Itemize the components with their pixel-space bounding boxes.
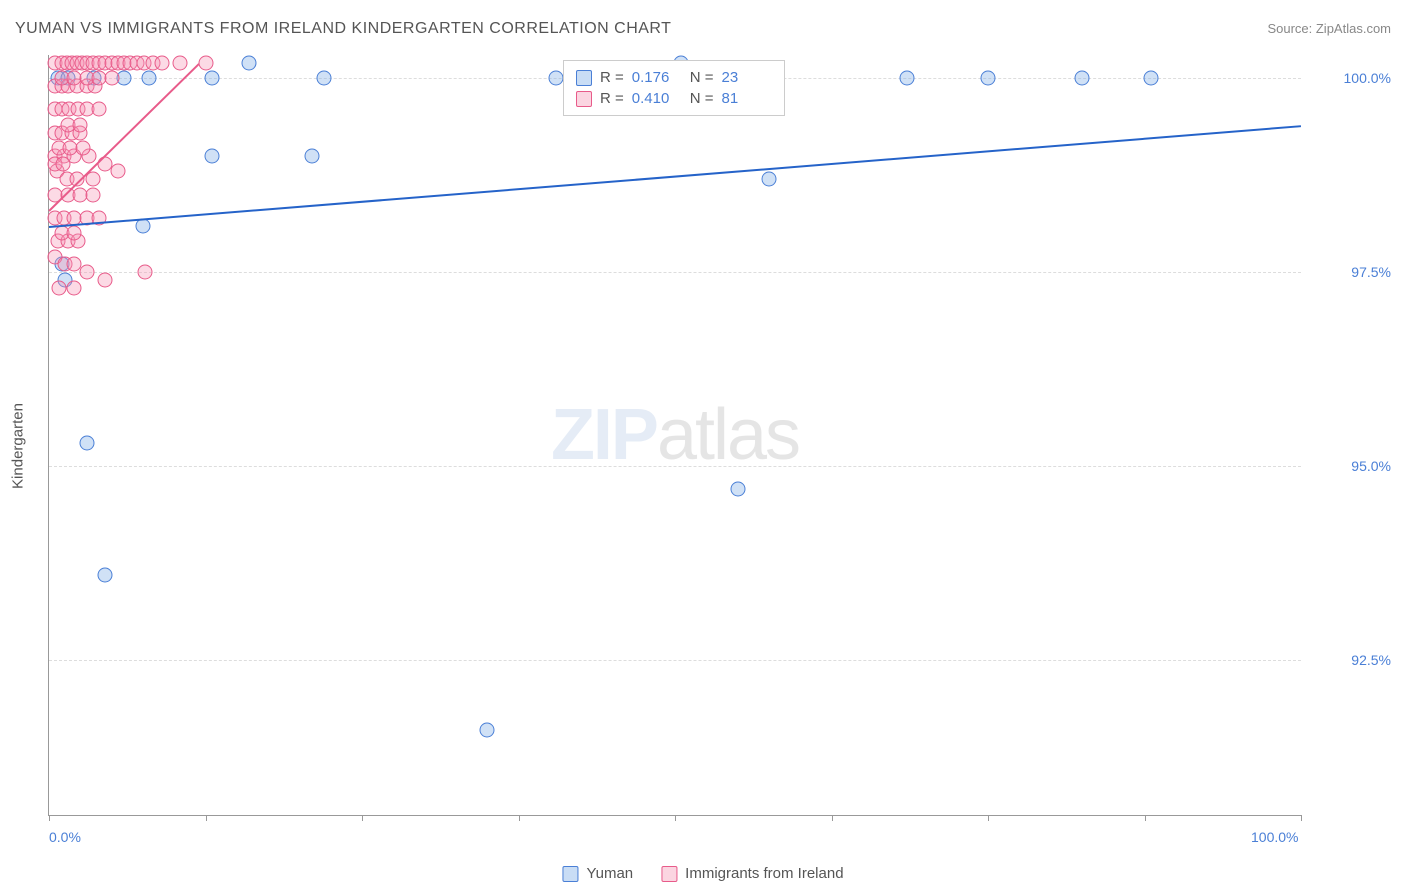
data-point — [73, 117, 88, 132]
legend-item: Immigrants from Ireland — [661, 865, 843, 882]
gridline — [49, 660, 1301, 661]
x-tick — [362, 815, 363, 821]
data-point — [981, 71, 996, 86]
n-value: 23 — [722, 69, 772, 86]
r-label: R = — [600, 90, 624, 107]
x-tick — [1145, 815, 1146, 821]
trend-line — [49, 125, 1301, 228]
data-point — [85, 187, 100, 202]
x-tick — [519, 815, 520, 821]
n-label: N = — [690, 69, 714, 86]
data-point — [98, 567, 113, 582]
data-point — [110, 164, 125, 179]
scatter-plot: ZIPatlas 100.0%97.5%95.0%92.5%0.0%100.0% — [48, 55, 1301, 816]
gridline — [49, 466, 1301, 467]
data-point — [67, 226, 82, 241]
n-value: 81 — [722, 90, 772, 107]
legend-swatch — [562, 866, 578, 882]
data-point — [1143, 71, 1158, 86]
x-tick — [832, 815, 833, 821]
x-tick — [206, 815, 207, 821]
legend-label: Yuman — [586, 865, 633, 882]
data-point — [730, 482, 745, 497]
data-point — [173, 55, 188, 70]
legend-row: R = 0.176 N = 23 — [576, 67, 772, 88]
data-point — [480, 722, 495, 737]
data-point — [79, 435, 94, 450]
x-axis-label: 0.0% — [49, 829, 81, 845]
y-tick-label: 97.5% — [1311, 264, 1391, 280]
data-point — [75, 141, 90, 156]
legend-row: R = 0.410 N = 81 — [576, 88, 772, 109]
data-point — [317, 71, 332, 86]
r-value: 0.176 — [632, 69, 682, 86]
watermark-thin: atlas — [657, 395, 799, 475]
data-point — [204, 71, 219, 86]
correlation-legend: R = 0.176 N = 23 R = 0.410 N = 81 — [563, 60, 785, 116]
n-label: N = — [690, 90, 714, 107]
data-point — [154, 55, 169, 70]
legend-item: Yuman — [562, 865, 633, 882]
legend-swatch — [576, 91, 592, 107]
x-tick — [675, 815, 676, 821]
gridline — [49, 272, 1301, 273]
data-point — [204, 148, 219, 163]
legend-swatch — [661, 866, 677, 882]
data-point — [138, 265, 153, 280]
x-tick — [988, 815, 989, 821]
watermark-bold: ZIP — [551, 395, 657, 475]
watermark: ZIPatlas — [551, 394, 799, 476]
data-point — [304, 148, 319, 163]
data-point — [1074, 71, 1089, 86]
data-point — [98, 272, 113, 287]
data-point — [761, 172, 776, 187]
bottom-legend: Yuman Immigrants from Ireland — [562, 865, 843, 882]
x-tick — [1301, 815, 1302, 821]
data-point — [52, 280, 67, 295]
data-point — [67, 280, 82, 295]
y-tick-label: 95.0% — [1311, 458, 1391, 474]
y-tick-label: 100.0% — [1311, 70, 1391, 86]
data-point — [242, 55, 257, 70]
data-point — [142, 71, 157, 86]
chart-header: YUMAN VS IMMIGRANTS FROM IRELAND KINDERG… — [15, 20, 1391, 38]
x-axis-label: 100.0% — [1251, 829, 1298, 845]
data-point — [92, 102, 107, 117]
y-axis-label: Kindergarten — [10, 403, 27, 489]
chart-source: Source: ZipAtlas.com — [1267, 21, 1391, 36]
chart-title: YUMAN VS IMMIGRANTS FROM IRELAND KINDERG… — [15, 20, 671, 38]
legend-label: Immigrants from Ireland — [685, 865, 843, 882]
r-value: 0.410 — [632, 90, 682, 107]
data-point — [79, 265, 94, 280]
y-tick-label: 92.5% — [1311, 652, 1391, 668]
data-point — [104, 71, 119, 86]
data-point — [899, 71, 914, 86]
legend-swatch — [576, 70, 592, 86]
r-label: R = — [600, 69, 624, 86]
data-point — [549, 71, 564, 86]
data-point — [55, 156, 70, 171]
x-tick — [49, 815, 50, 821]
data-point — [198, 55, 213, 70]
